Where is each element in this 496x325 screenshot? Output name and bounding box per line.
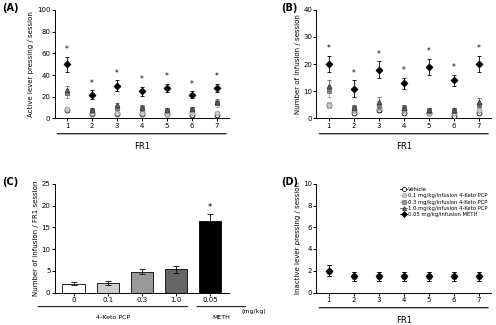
Text: *: * — [377, 50, 381, 59]
Y-axis label: Inactive lever pressing / session: Inactive lever pressing / session — [295, 182, 301, 294]
Text: *: * — [115, 69, 119, 78]
Text: 4-Keto PCP: 4-Keto PCP — [96, 315, 130, 320]
Text: *: * — [65, 45, 69, 54]
Text: *: * — [327, 44, 331, 53]
Text: *: * — [402, 66, 406, 75]
Bar — [131, 272, 153, 292]
Text: *: * — [190, 80, 193, 89]
Text: *: * — [90, 79, 94, 87]
Text: *: * — [477, 44, 481, 53]
Text: FR1: FR1 — [396, 142, 412, 151]
Text: (B): (B) — [282, 3, 298, 13]
Text: *: * — [208, 203, 212, 213]
Text: *: * — [215, 72, 219, 81]
Text: *: * — [165, 72, 169, 81]
Text: FR1: FR1 — [396, 317, 412, 325]
Bar — [165, 269, 187, 293]
Text: *: * — [427, 47, 431, 56]
Bar — [199, 221, 221, 292]
Bar — [97, 283, 119, 292]
Text: *: * — [452, 63, 455, 72]
Legend: Vehicle, 0.1 mg/kg/infusion 4-Keto PCP, 0.3 mg/kg/infusion 4-Keto PCP, 1.0 mg/kg: Vehicle, 0.1 mg/kg/infusion 4-Keto PCP, … — [400, 187, 489, 218]
Text: (mg/kg): (mg/kg) — [242, 309, 266, 314]
Text: (C): (C) — [2, 177, 18, 187]
Text: FR1: FR1 — [134, 142, 150, 151]
Text: (D): (D) — [282, 177, 299, 187]
Text: *: * — [140, 75, 144, 84]
Text: METH: METH — [212, 315, 230, 320]
Text: *: * — [352, 69, 356, 78]
Text: (A): (A) — [2, 3, 19, 13]
Y-axis label: Number of infusion / session: Number of infusion / session — [295, 14, 301, 114]
Bar — [62, 284, 85, 293]
Y-axis label: Number of infusion / FR1 session: Number of infusion / FR1 session — [33, 180, 39, 296]
Y-axis label: Active lever pressing / session: Active lever pressing / session — [28, 11, 34, 117]
